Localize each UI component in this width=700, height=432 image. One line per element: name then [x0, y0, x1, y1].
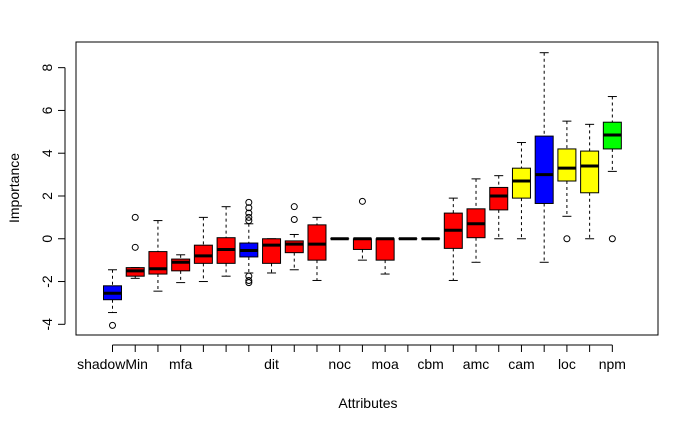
box-18	[489, 175, 509, 240]
outlier-point	[608, 235, 616, 243]
box-body	[352, 238, 372, 250]
box-8	[262, 238, 282, 274]
y-axis-title: Importance	[6, 153, 22, 223]
outlier-point	[245, 217, 253, 225]
outlier-point	[563, 235, 571, 243]
y-tick-label: 0	[39, 235, 55, 243]
y-tick-label: -2	[39, 275, 55, 288]
boxes	[103, 52, 622, 329]
outlier-point	[109, 321, 116, 329]
box-2	[125, 213, 145, 279]
box-body	[557, 148, 577, 182]
box-4	[171, 254, 191, 284]
x-axis-title: Attributes	[338, 395, 397, 411]
box-21	[557, 120, 577, 243]
box-body	[262, 238, 282, 264]
box-10	[307, 216, 327, 281]
y-tick-label: -4	[39, 318, 55, 331]
box-12	[352, 197, 372, 261]
box-16	[443, 197, 463, 281]
box-1	[103, 269, 122, 329]
box-body	[375, 238, 395, 261]
box-body	[307, 224, 327, 261]
outlier-point	[245, 198, 253, 206]
box-6	[216, 206, 236, 277]
y-tick-label: 4	[39, 149, 55, 157]
x-tick-label: moa	[372, 356, 399, 372]
outlier-point	[245, 279, 253, 287]
box-20	[534, 52, 554, 263]
box-9	[284, 203, 304, 271]
box-17	[466, 178, 486, 263]
outlier-point	[245, 204, 253, 212]
outlier-point	[245, 213, 253, 221]
x-axis: shadowMin mfa dit noc moa cbm amc cam loc npm	[77, 344, 626, 372]
box-body	[534, 135, 554, 204]
outlier-point	[290, 216, 298, 224]
x-tick-label: cbm	[417, 356, 443, 372]
box-body	[511, 167, 531, 199]
outlier-point	[131, 213, 139, 221]
box-13	[375, 237, 395, 275]
y-tick-label: 2	[39, 192, 55, 200]
box-3	[148, 220, 168, 292]
outlier-point	[131, 243, 139, 251]
outlier-point	[245, 276, 253, 284]
x-tick-label: noc	[328, 356, 351, 372]
x-tick-label: dit	[264, 356, 279, 372]
plot-frame	[75, 41, 659, 336]
box-23	[602, 96, 622, 243]
x-tick-label: mfa	[169, 356, 193, 372]
box-5	[193, 216, 213, 283]
y-axis: -4 -2 0 2 4 6 8	[39, 64, 66, 331]
box-7	[239, 198, 259, 287]
box-body	[171, 258, 191, 272]
box-body	[148, 251, 168, 275]
x-tick-label: loc	[558, 356, 576, 372]
outlier-point	[245, 209, 253, 217]
box-body	[580, 150, 600, 194]
box-body	[489, 186, 509, 211]
x-tick-label: npm	[599, 356, 626, 372]
y-tick-label: 8	[39, 64, 55, 72]
box-body	[284, 240, 304, 254]
box-body	[193, 244, 213, 264]
outlier-point	[358, 197, 366, 205]
outlier-point	[290, 203, 298, 211]
y-tick-label: 6	[39, 106, 55, 114]
box-22	[580, 123, 600, 240]
x-tick-label: shadowMin	[77, 356, 148, 372]
x-tick-label: cam	[508, 356, 534, 372]
box-19	[511, 142, 531, 240]
x-tick-label: amc	[463, 356, 489, 372]
